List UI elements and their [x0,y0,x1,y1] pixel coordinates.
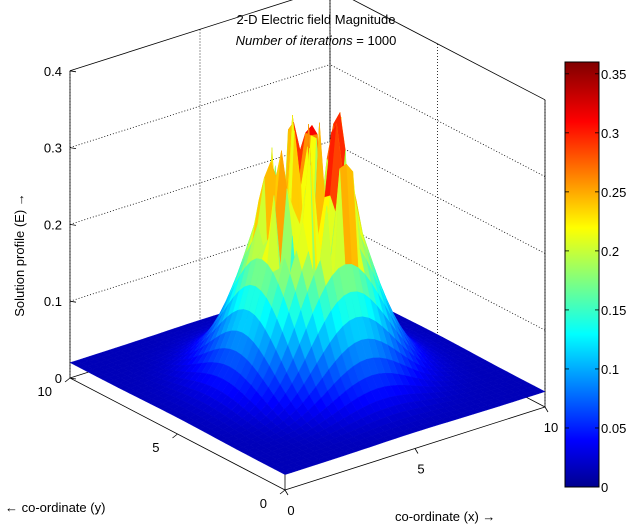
x-tick-mark [544,406,549,413]
z-tick-mark [69,147,77,149]
x-tick-mark [284,489,289,496]
grid-line [69,141,331,225]
colorbar [564,61,600,488]
y-tick-label: 5 [152,440,159,455]
colorbar-tick-label: 0.25 [601,185,626,200]
y-tick-label: 0 [260,496,267,511]
z-tick-label: 0.2 [44,217,62,232]
grid-line [69,217,331,302]
x-tick-label: 5 [417,462,424,477]
y-axis-label: ← co-ordinate (y) [5,500,105,515]
x-tick-label: 10 [544,420,558,435]
z-tick-mark [69,70,77,73]
colorbar-ticks: 0 0.05 0.1 0.15 0.2 0.25 0.3 0.35 [565,67,626,495]
z-tick-mark [69,224,77,226]
surface-patch [279,469,293,475]
chart-title: 2-D Electric field Magnitude [237,12,396,27]
x-tick-label: 0 [287,503,294,518]
z-tick-label: 0.4 [44,64,62,79]
z-tick-label: 0.1 [44,294,62,309]
y-tick-mark [64,377,71,383]
colorbar-tick-label: 0.3 [601,126,619,141]
y-tick-label: 10 [38,384,52,399]
x-axis-label: co-ordinate (x) → [395,509,495,524]
colorbar-tick-label: 0.35 [601,67,626,82]
z-axis-label: Solution profile (E) → [12,193,27,317]
subtitle-italic: Number of iterations [236,33,354,48]
z-tick-label: 0 [55,371,62,386]
x-axis-line [284,406,546,491]
x-tick-mark [414,448,419,454]
y-tick-mark [279,489,286,495]
z-tick-label: 0.3 [44,141,62,156]
surface-mesh [69,111,546,475]
box-top-edge [352,0,546,101]
box-top-edge [69,0,294,72]
colorbar-tick-label: 0 [601,480,608,495]
colorbar-tick-label: 0.2 [601,244,619,259]
y-axis-line [69,377,286,491]
subtitle-rest: = 1000 [353,33,397,48]
chart-subtitle: Number of iterations = 1000 [236,33,397,48]
z-tick-mark [69,300,77,303]
colorbar-tick-label: 0.05 [601,421,626,436]
colorbar-tick-label: 0.1 [601,362,619,377]
y-tick-mark [172,433,178,439]
colorbar-tick-label: 0.15 [601,303,626,318]
grid-line [69,64,331,148]
grid-line [329,64,546,177]
